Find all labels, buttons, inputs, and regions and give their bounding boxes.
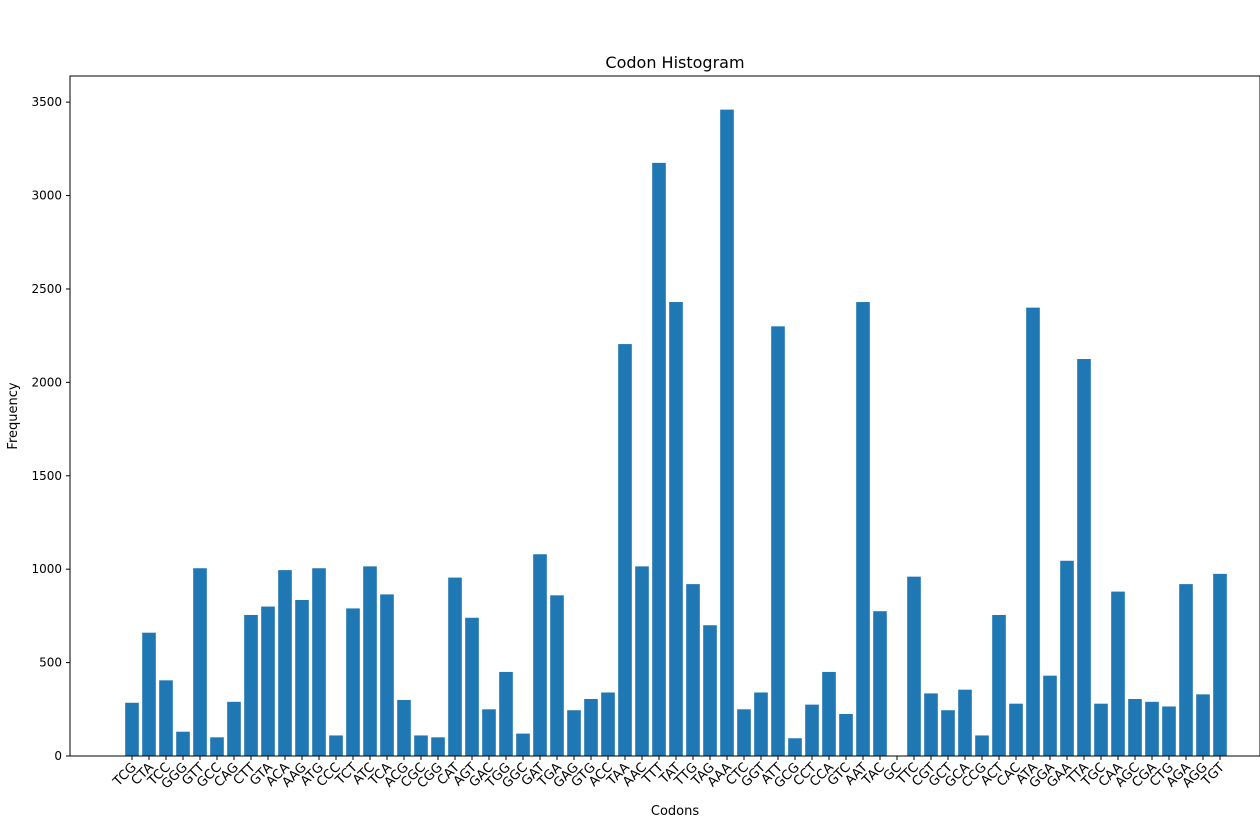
bar-ctc: [737, 709, 751, 756]
bar-act: [992, 614, 1006, 756]
bar-tca: [380, 594, 394, 756]
bar-atc: [363, 566, 377, 756]
bar-cca: [822, 671, 836, 756]
bar-taa: [618, 344, 632, 756]
bar-cct: [805, 704, 819, 756]
bar-caa: [1111, 591, 1125, 756]
bar-agt: [465, 617, 479, 756]
x-axis-ticks: TCGCTATCCGGGGTTGCCCAGCTTGTAACAAAGATGCCCT…: [110, 756, 1228, 792]
bar-aaa: [720, 109, 734, 756]
bar-ata: [1026, 307, 1040, 756]
bar-gta: [261, 606, 275, 756]
bar-ttg: [686, 584, 700, 756]
y-tick-label: 3500: [31, 95, 62, 109]
bar-tgc: [1094, 703, 1108, 756]
bar-aga: [1179, 584, 1193, 756]
y-tick-label: 2000: [31, 375, 62, 389]
y-tick-label: 500: [39, 656, 62, 670]
bar-gca: [958, 689, 972, 756]
bar-cag: [227, 701, 241, 756]
bar-gac: [482, 709, 496, 756]
chart-title: Codon Histogram: [605, 53, 744, 72]
bar-tac: [873, 611, 887, 756]
bar-acc: [601, 692, 615, 756]
bar-aat: [856, 302, 870, 756]
bar-agc: [1128, 699, 1142, 756]
bar-gag: [567, 710, 581, 756]
bar-gcg: [788, 738, 802, 756]
bar-gcc: [210, 737, 224, 756]
y-tick-label: 1000: [31, 562, 62, 576]
bar-gtc: [839, 713, 853, 756]
bar-att: [771, 326, 785, 756]
bar-gga: [1043, 675, 1057, 756]
bar-gtt: [193, 568, 207, 756]
y-tick-label: 2500: [31, 282, 62, 296]
bar-ggg: [176, 731, 190, 756]
bar-ggt: [754, 692, 768, 756]
bar-cta: [142, 632, 156, 756]
y-tick-label: 0: [54, 749, 62, 763]
bar-tag: [703, 625, 717, 756]
bar-tgg: [499, 671, 513, 756]
bar-gtg: [584, 699, 598, 756]
bar-ccg: [975, 735, 989, 756]
bar-tcc: [159, 680, 173, 756]
bar-gct: [941, 710, 955, 756]
bar-cgc: [414, 735, 428, 756]
bar-tga: [550, 595, 564, 756]
bar-agg: [1196, 694, 1210, 756]
bars-group: [125, 109, 1227, 756]
bar-gaa: [1060, 560, 1074, 756]
bar-gat: [533, 554, 547, 756]
bar-aag: [295, 600, 309, 756]
bar-cga: [1145, 701, 1159, 756]
bar-acg: [397, 699, 411, 756]
bar-cac: [1009, 703, 1023, 756]
bar-ttc: [907, 576, 921, 756]
x-axis-label: Codons: [651, 804, 699, 818]
y-tick-label: 1500: [31, 469, 62, 483]
bar-cgg: [431, 737, 445, 756]
y-axis-label: Frequency: [6, 382, 21, 449]
bar-tgt: [1213, 573, 1227, 756]
bar-ggc: [516, 733, 530, 756]
bar-aac: [635, 566, 649, 756]
y-tick-label: 3000: [31, 189, 62, 203]
bar-ccc: [329, 735, 343, 756]
bar-cat: [448, 577, 462, 756]
bar-ttt: [652, 162, 666, 756]
plot-frame: [69, 75, 1260, 757]
bar-cgt: [924, 693, 938, 756]
bar-ctt: [244, 614, 258, 756]
bar-atg: [312, 568, 326, 756]
bar-tcg: [125, 702, 139, 756]
bar-ctg: [1162, 706, 1176, 756]
bar-aca: [278, 570, 292, 756]
bar-tta: [1077, 359, 1091, 756]
bar-tat: [669, 302, 683, 756]
bar-tct: [346, 608, 360, 756]
y-axis-ticks: 0 500 1000 1500 2000 2500 3000 3500: [31, 95, 70, 763]
